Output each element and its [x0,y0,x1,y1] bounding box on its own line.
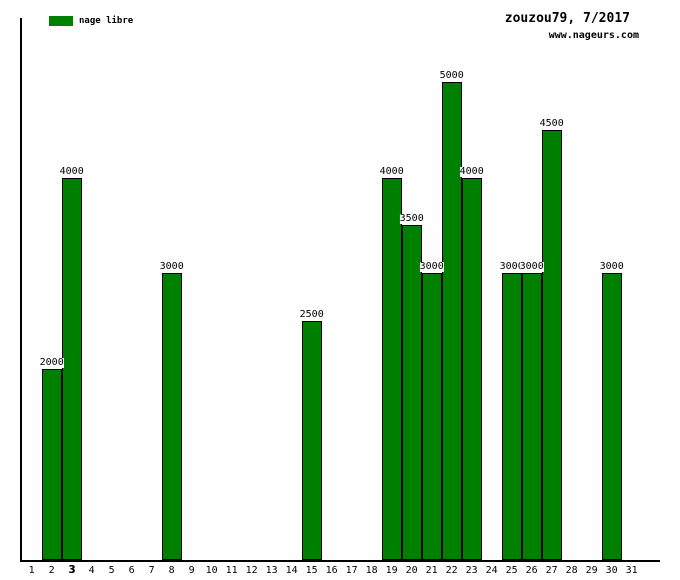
bar-day-22 [441,82,462,560]
bar-value-label: 5000 [439,70,464,81]
day-label-15: 15 [305,565,318,576]
day-label-11: 11 [225,565,238,576]
legend-color-swatch [49,16,73,26]
bar-day-3 [61,178,82,560]
day-label-10: 10 [205,565,218,576]
website-url: www.nageurs.com [548,30,639,41]
bar-day-30 [601,273,622,560]
day-label-21: 21 [425,565,438,576]
day-label-9: 9 [188,565,195,576]
bar-value-label: 3500 [399,213,424,224]
bar-day-23 [461,178,482,560]
day-label-25: 25 [505,565,518,576]
day-label-18: 18 [365,565,378,576]
bar-day-19 [381,178,402,560]
day-label-13: 13 [265,565,278,576]
day-label-3: 3 [68,563,75,576]
x-axis-line [20,560,660,562]
day-label-6: 6 [128,565,135,576]
day-label-2: 2 [48,565,55,576]
day-label-16: 16 [325,565,338,576]
bar-value-label: 4000 [379,166,404,177]
day-label-27: 27 [545,565,558,576]
bar-value-label: 2500 [299,309,324,320]
bar-day-8 [161,273,182,560]
day-label-31: 31 [625,565,638,576]
bar-day-2 [41,369,62,560]
day-label-19: 19 [385,565,398,576]
day-label-12: 12 [245,565,258,576]
bar-value-label: 4000 [459,166,484,177]
bar-value-label: 4000 [59,166,84,177]
day-label-4: 4 [88,565,95,576]
bar-day-21 [421,273,442,560]
day-label-8: 8 [168,565,175,576]
day-label-23: 23 [465,565,478,576]
bar-value-label: 3000 [159,261,184,272]
day-label-22: 22 [445,565,458,576]
bar-day-26 [521,273,542,560]
bar-value-label: 3000 [599,261,624,272]
day-label-28: 28 [565,565,578,576]
bar-day-15 [301,321,322,560]
bar-value-label: 4500 [539,118,564,129]
day-label-1: 1 [28,565,35,576]
day-label-20: 20 [405,565,418,576]
day-label-24: 24 [485,565,498,576]
bar-value-label: 3000 [419,261,444,272]
chart-title: zouzou79, 7/2017 [504,11,630,26]
y-axis-line [20,18,22,561]
legend-label: nage libre [79,16,134,26]
day-label-26: 26 [525,565,538,576]
legend: nage libre [49,16,133,26]
bar-day-20 [401,225,422,560]
day-label-7: 7 [148,565,155,576]
day-label-5: 5 [108,565,115,576]
bar-day-25 [501,273,522,560]
bar-value-label: 3000 [499,261,524,272]
bar-value-label: 2000 [39,357,64,368]
bar-value-label: 3000 [519,261,544,272]
day-label-29: 29 [585,565,598,576]
day-label-17: 17 [345,565,358,576]
day-label-14: 14 [285,565,298,576]
bar-day-27 [541,130,562,560]
day-label-30: 30 [605,565,618,576]
